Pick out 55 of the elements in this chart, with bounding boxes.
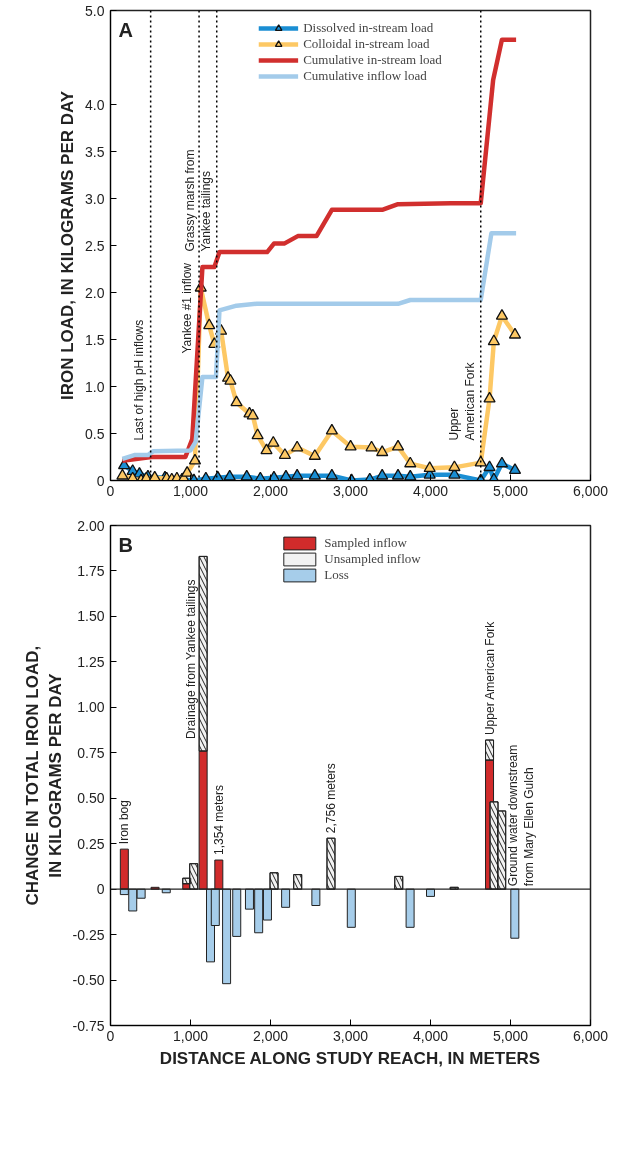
y-tick-label: 1.25 (77, 653, 105, 670)
legend-label: Sampled inflow (324, 535, 407, 551)
legend-label: Cumulative in-stream load (303, 52, 442, 68)
legend-label: Unsampled inflow (324, 551, 421, 567)
x-tick-label: 6,000 (572, 482, 609, 499)
legend-label: Colloidal in-stream load (303, 36, 430, 52)
legend-label: Loss (324, 567, 349, 583)
x-tick-label: 4,000 (412, 482, 449, 499)
annotation: 1,354 meters (211, 785, 226, 856)
y-tick-label: 2.00 (77, 517, 105, 534)
y-tick-label: -0.75 (72, 1017, 105, 1034)
y-tick-label: 1.75 (77, 562, 105, 579)
y-tick-label: 1.00 (77, 699, 105, 716)
y-axis-title: CHANGE IN TOTAL IRON LOAD, IN KILOGRAMS PER DAY (22, 645, 65, 906)
x-tick-label: 5,000 (492, 1027, 529, 1044)
x-tick-label: 6,000 (572, 1027, 609, 1044)
y-tick-label: 4.0 (85, 96, 105, 113)
annotation: Iron bog (117, 800, 132, 845)
y-tick-label: 1.0 (85, 378, 105, 395)
x-tick-label: 4,000 (412, 1027, 449, 1044)
y-tick-label: 0.25 (77, 835, 105, 852)
x-axis-title: DISTANCE ALONG STUDY REACH, IN METERS (159, 1048, 541, 1068)
x-tick-label: 5,000 (492, 482, 529, 499)
x-tick-label: 1,000 (172, 482, 209, 499)
y-tick-label: 0 (96, 881, 105, 898)
y-tick-label: 1.50 (77, 608, 105, 625)
y-tick-label: 3.5 (85, 143, 105, 160)
y-tick-label: 2.0 (85, 284, 105, 301)
ref-line-label: Grassy marsh from Yankee tailings (182, 149, 213, 252)
ref-line-label: Yankee #1 inflow (180, 262, 195, 354)
y-tick-label: -0.25 (72, 926, 105, 943)
y-tick-label: 0.50 (77, 790, 105, 807)
chart-title: B (118, 533, 133, 556)
y-axis-title: IRON LOAD, IN KILOGRAMS PER DAY (58, 90, 78, 401)
chart-title: A (118, 18, 133, 41)
annotation: Upper American Fork (482, 620, 497, 736)
y-tick-label: 0.5 (85, 425, 105, 442)
annotation: Drainage from Yankee tailings (184, 579, 199, 740)
y-tick-label: -0.50 (72, 972, 105, 989)
annotation: 2,756 meters (323, 763, 338, 834)
y-tick-label: 1.5 (85, 331, 105, 348)
ref-line-label: Upper American Fork (446, 361, 477, 441)
y-tick-label: 2.5 (85, 237, 105, 254)
y-tick-label: 3.0 (85, 190, 105, 207)
x-tick-label: 2,000 (252, 482, 289, 499)
x-tick-label: 3,000 (332, 1027, 369, 1044)
x-tick-label: 3,000 (332, 482, 369, 499)
x-tick-label: 1,000 (172, 1027, 209, 1044)
legend-label: Cumulative inflow load (303, 68, 427, 84)
x-tick-label: 2,000 (252, 1027, 289, 1044)
y-tick-label: 0.75 (77, 744, 105, 761)
y-tick-label: 5.0 (85, 2, 105, 19)
ref-line-label: Last of high pH inflows (131, 319, 146, 441)
legend-label: Dissolved in-stream load (303, 20, 434, 36)
annotation: Ground water downstream from Mary Ellen Gulch (505, 744, 536, 887)
